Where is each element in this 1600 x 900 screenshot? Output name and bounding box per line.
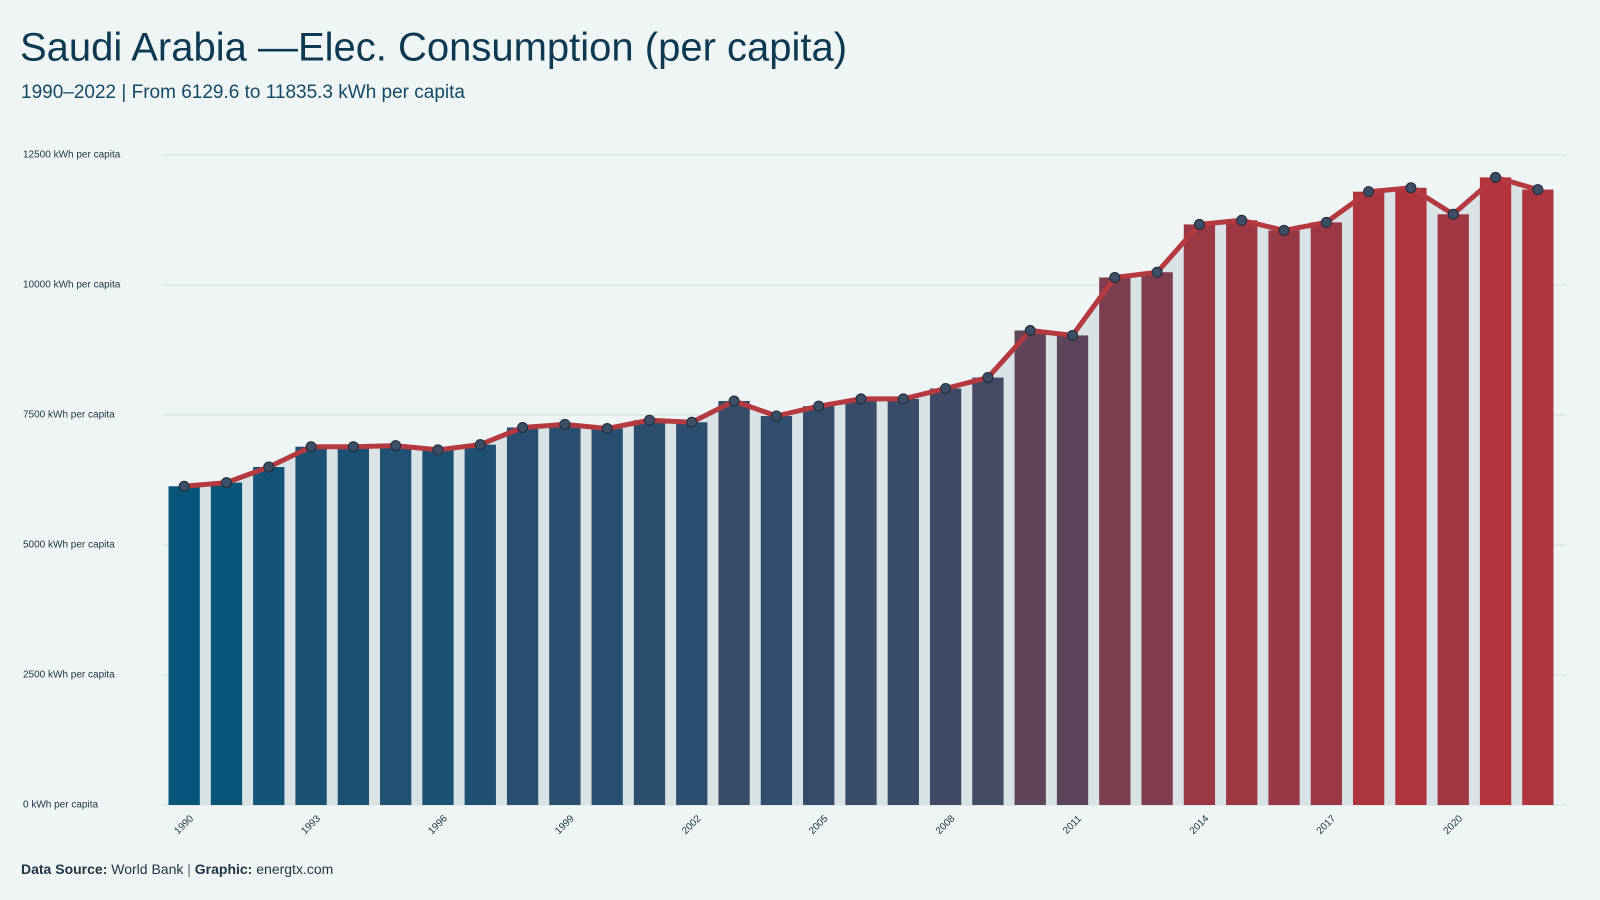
marker <box>855 393 867 405</box>
bar <box>1437 214 1469 805</box>
graphic: energtx.com <box>256 861 333 877</box>
bar <box>887 398 919 805</box>
bar <box>295 446 327 805</box>
bar <box>1183 224 1216 806</box>
marker <box>1532 184 1544 196</box>
bar <box>633 420 666 805</box>
bar <box>549 424 581 805</box>
bar <box>1310 222 1342 806</box>
x-tick-label: 2020 <box>1442 813 1466 837</box>
x-tick-label: 2002 <box>680 813 704 837</box>
marker <box>813 400 825 412</box>
y-tick-label: 7500 kWh per capita <box>23 410 115 421</box>
x-tick-label: 2017 <box>1315 813 1339 837</box>
marker <box>1067 329 1079 341</box>
bar <box>210 482 243 805</box>
marker <box>643 414 655 426</box>
x-tick-label: 1990 <box>172 813 196 837</box>
bar <box>506 427 539 805</box>
x-tick-label: 2008 <box>934 813 958 837</box>
bar <box>1099 277 1131 806</box>
x-tick-label: 2011 <box>1061 813 1084 836</box>
bar <box>1352 191 1385 805</box>
bar <box>972 377 1004 805</box>
bar <box>718 400 750 805</box>
x-tick-label: 1993 <box>299 813 323 837</box>
bar <box>1395 187 1427 805</box>
bar <box>1268 230 1300 805</box>
marker <box>1151 266 1163 278</box>
bar <box>253 467 285 805</box>
marker <box>1320 216 1332 228</box>
marker <box>1193 218 1205 230</box>
marker <box>601 423 613 435</box>
bar <box>168 486 200 805</box>
bar <box>760 416 793 805</box>
chart-title: Saudi Arabia —Elec. Consumption (per cap… <box>20 26 847 70</box>
marker <box>1405 182 1417 194</box>
marker <box>390 440 402 452</box>
marker <box>1109 271 1121 283</box>
bar <box>337 446 370 805</box>
footer: Data Source: World Bank | Graphic: energ… <box>21 861 333 877</box>
graphic-label: Graphic: <box>195 861 253 877</box>
marker <box>770 410 782 422</box>
bar <box>1226 220 1258 805</box>
bar <box>803 406 835 805</box>
x-tick-label: 2005 <box>807 813 831 837</box>
marker <box>347 441 359 453</box>
bar <box>676 422 708 805</box>
marker <box>982 372 994 384</box>
x-tick-label: 1999 <box>553 813 577 837</box>
source: World Bank <box>111 861 184 877</box>
chart-subtitle: 1990–2022 | From 6129.6 to 11835.3 kWh p… <box>21 82 465 103</box>
marker <box>220 477 232 489</box>
bar <box>1522 189 1554 806</box>
marker <box>178 480 190 492</box>
y-tick-label: 2500 kWh per capita <box>23 670 115 681</box>
marker <box>1024 325 1036 336</box>
source-label: Data Source: <box>21 861 107 877</box>
marker <box>305 441 317 453</box>
marker <box>1447 208 1459 220</box>
bar <box>591 428 623 805</box>
separator: | <box>187 861 191 877</box>
y-tick-label: 0 kWh per capita <box>23 800 98 811</box>
bar <box>929 388 962 805</box>
bar <box>1014 330 1046 805</box>
x-tick-label: 2014 <box>1188 813 1212 837</box>
marker <box>1363 186 1375 198</box>
marker <box>1236 214 1248 226</box>
marker <box>517 421 529 433</box>
bar <box>380 445 412 805</box>
y-tick-label: 12500 kWh per capita <box>23 150 121 161</box>
bar <box>845 398 877 805</box>
bar <box>1141 272 1173 805</box>
y-tick-label: 10000 kWh per capita <box>23 280 121 291</box>
y-tick-label: 5000 kWh per capita <box>23 540 115 551</box>
x-tick-label: 1996 <box>426 813 450 837</box>
marker <box>432 444 444 456</box>
marker <box>1278 224 1290 236</box>
marker <box>263 461 275 473</box>
marker <box>474 439 486 451</box>
marker <box>559 418 571 430</box>
bar <box>1056 335 1089 805</box>
marker <box>940 382 952 394</box>
bar <box>464 444 496 805</box>
marker <box>897 393 909 405</box>
marker <box>686 416 698 428</box>
marker <box>1490 171 1502 183</box>
bar <box>1479 177 1512 806</box>
marker <box>728 395 740 407</box>
bar <box>422 449 454 805</box>
